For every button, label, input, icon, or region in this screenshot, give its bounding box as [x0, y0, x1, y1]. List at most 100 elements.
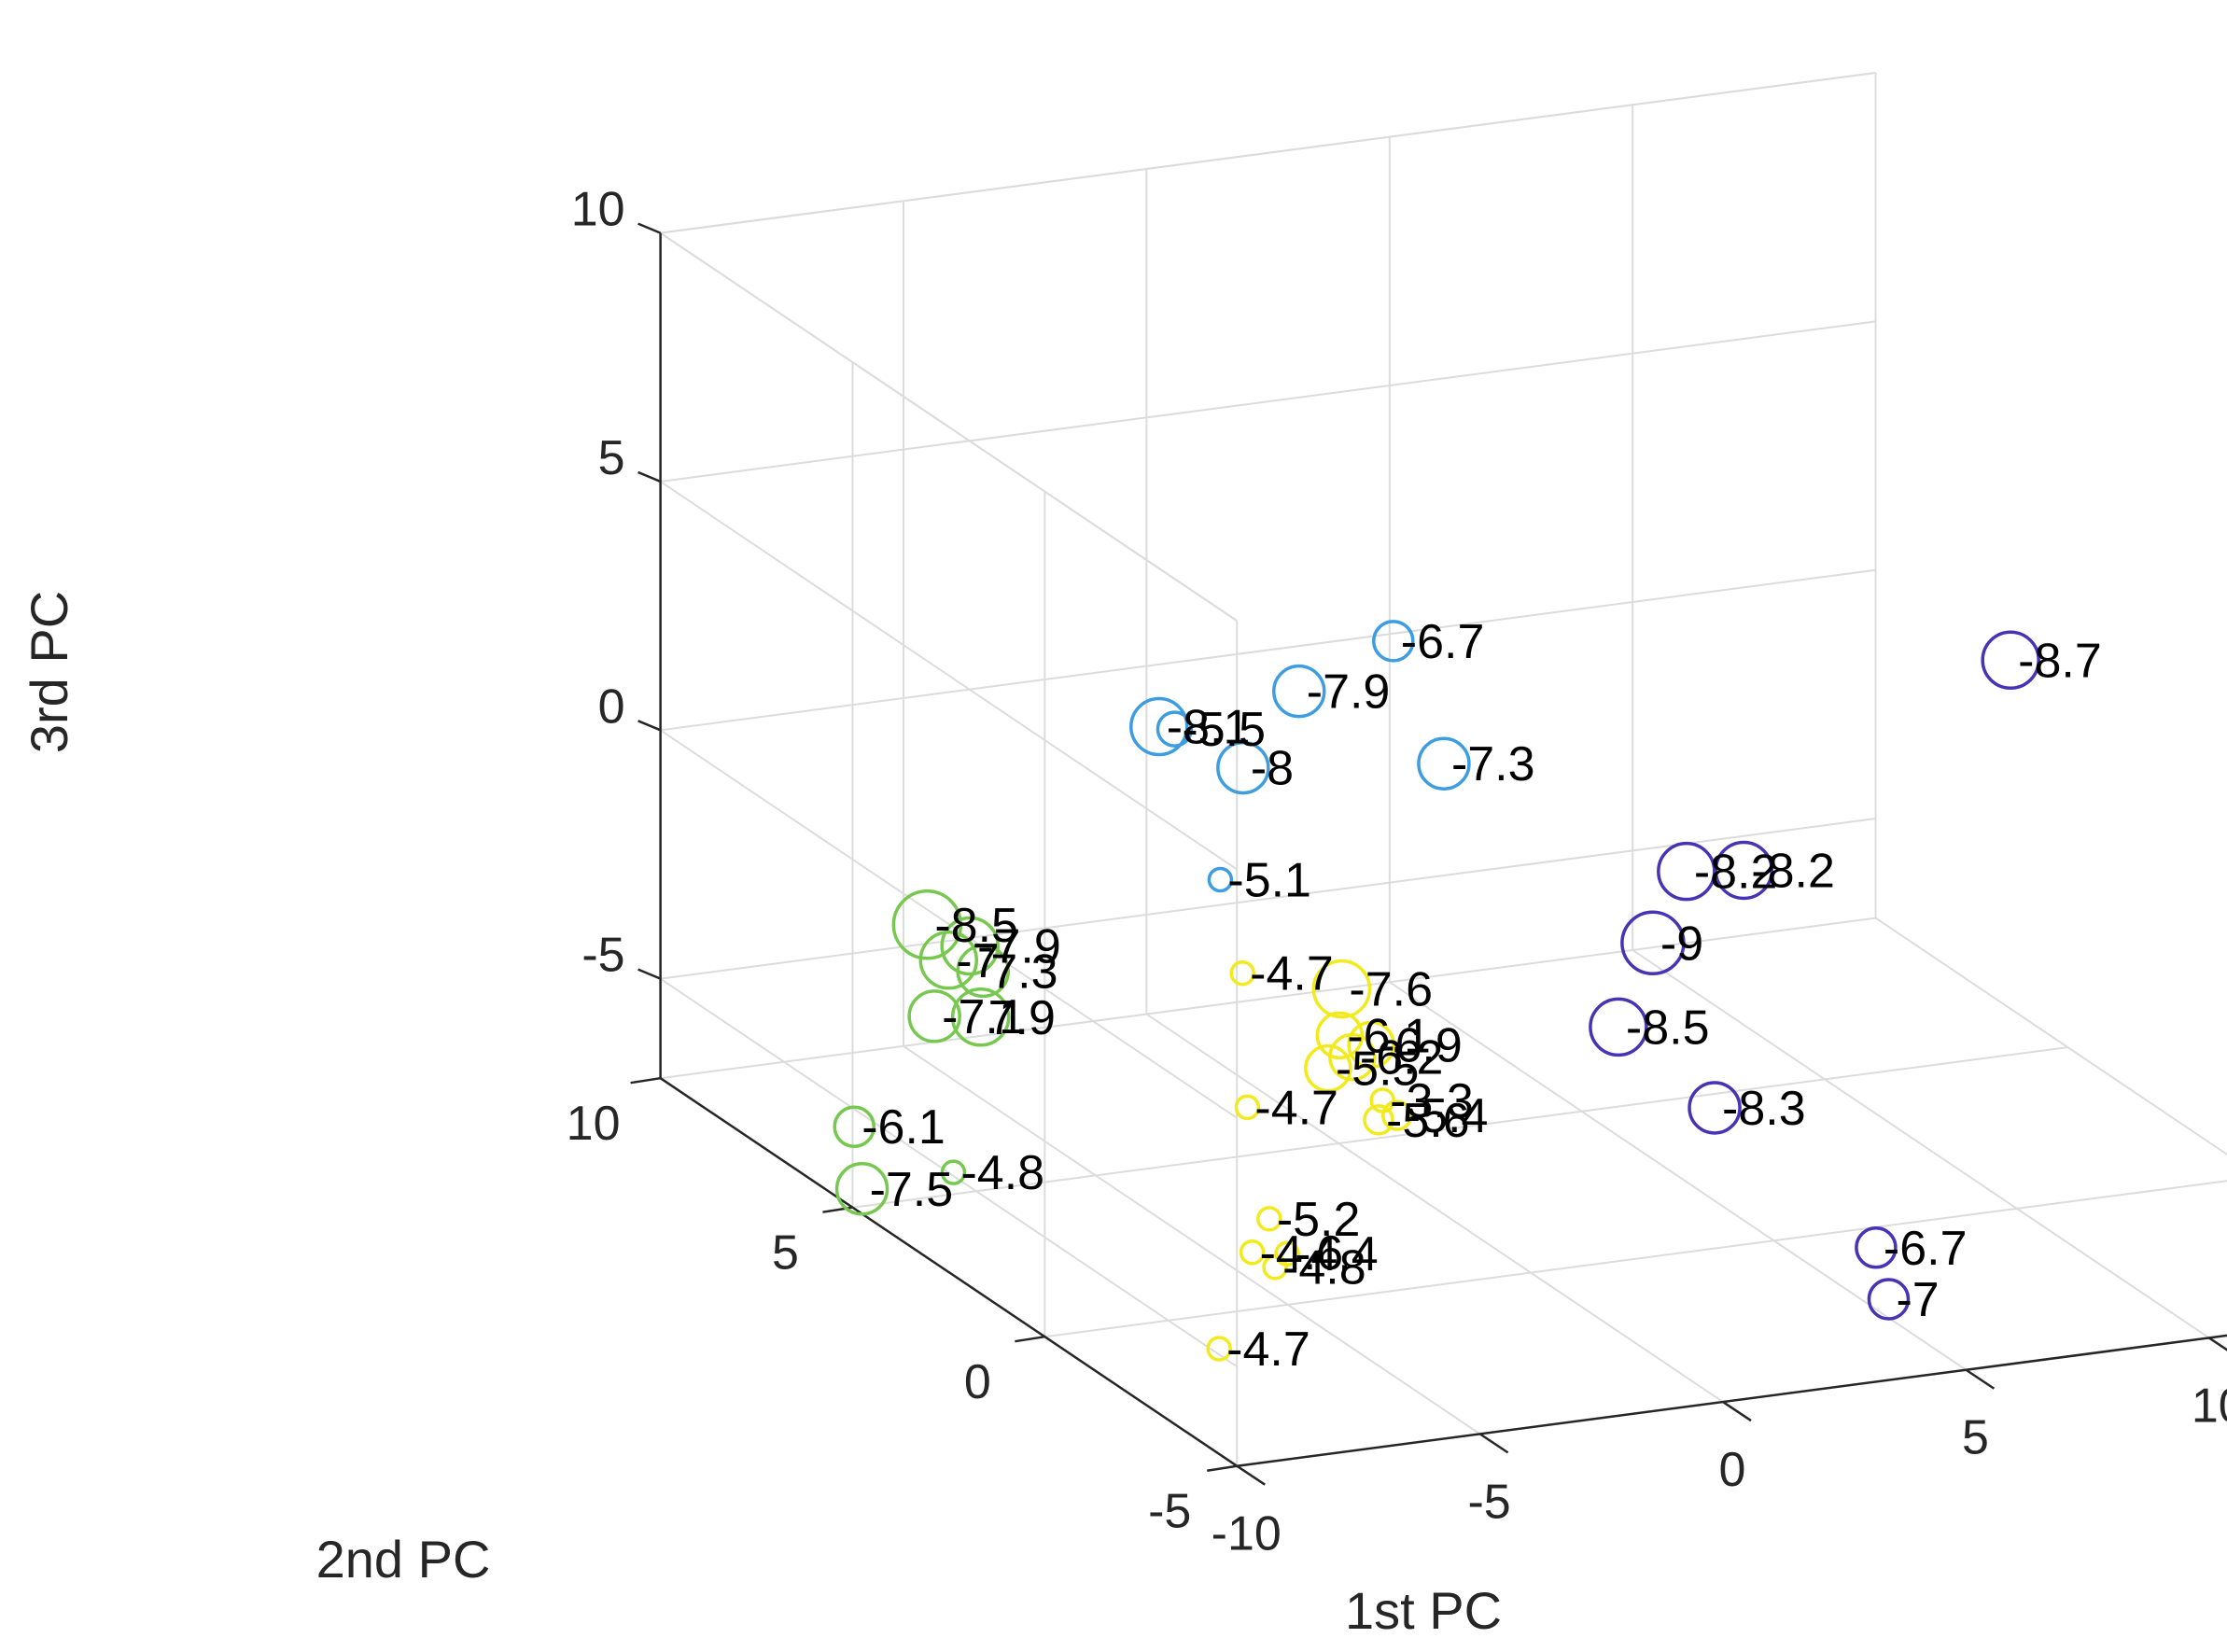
data-point-purple — [1620, 910, 1686, 976]
grid-line — [660, 729, 1238, 1119]
y-tick-label: 5 — [772, 1226, 799, 1281]
data-label: -8.2 — [1751, 844, 1835, 898]
x-axis-line — [1237, 1334, 2227, 1467]
data-point-yellow — [1363, 1104, 1394, 1136]
data-label: -8.7 — [2018, 634, 2102, 688]
data-label: -4.4 — [1295, 1227, 1379, 1281]
data-label: -7 — [1896, 1273, 1939, 1327]
data-point-yellow — [1347, 1020, 1395, 1070]
grid-line — [660, 917, 1876, 1080]
x-axis-title: 1st PC — [1345, 1581, 1502, 1640]
data-labels: -8.5-7.9-77.3-7.17.9-6.1-7.5 -4.8-8.1-5.5… — [861, 615, 2102, 1377]
data-point-cyan — [1207, 866, 1234, 893]
data-label: -7.9 — [1307, 665, 1391, 720]
y-axis-title: 2nd PC — [316, 1530, 491, 1589]
data-label: -8.1 — [1167, 701, 1251, 755]
data-label: -4.6 — [1260, 1226, 1344, 1281]
data-label: -8.3 — [1722, 1082, 1806, 1136]
data-label: -7.1 — [942, 990, 1026, 1044]
data-label: -9 — [1660, 917, 1703, 971]
z-tick — [637, 720, 662, 732]
x-tick-label: 0 — [1719, 1443, 1746, 1497]
data-point-green — [833, 1105, 875, 1148]
y-tick — [630, 1076, 661, 1085]
grid-line — [660, 568, 1876, 732]
data-label: -5.5 — [1182, 703, 1266, 757]
data-label: -8.5 — [934, 899, 1018, 953]
data-point-cyan — [1417, 736, 1471, 791]
data-point-cyan — [1156, 710, 1194, 748]
data-point-cyan — [1272, 664, 1326, 719]
data-label: -6.7 — [1884, 1222, 1968, 1276]
data-label: -3.3 — [1390, 1074, 1474, 1128]
data-point-yellow — [1381, 1099, 1413, 1131]
data-label: -4.8 — [960, 1146, 1044, 1200]
data-label: -7.9 — [977, 920, 1061, 974]
data-label: 7.3 — [990, 945, 1057, 999]
data-point-green — [918, 931, 979, 990]
data-label: -4.7 — [1226, 1323, 1310, 1377]
x-tick — [1965, 1368, 1996, 1390]
data-label: -6.1 — [861, 1100, 945, 1155]
y-tick — [1207, 1464, 1238, 1472]
grid-line — [1044, 1180, 2227, 1338]
data-point-green — [956, 944, 1010, 999]
data-label: -5.2 — [1277, 1193, 1361, 1247]
y-axis-line — [659, 1077, 1238, 1467]
grid-line — [1145, 1013, 1724, 1403]
y-tick — [1015, 1335, 1045, 1343]
z-tick-label: -5 — [581, 929, 624, 983]
data-point-yellow — [1256, 1206, 1282, 1232]
data-label: -6.1 — [1347, 1009, 1431, 1063]
y-tick-label: 10 — [567, 1097, 621, 1151]
data-point-purple — [1688, 1081, 1742, 1135]
data-label: 7.9 — [988, 991, 1056, 1045]
data-point-yellow — [1262, 1253, 1288, 1281]
x-tick — [1236, 1464, 1266, 1486]
grid-line — [1875, 917, 2227, 1156]
data-label: -5.1 — [1227, 853, 1311, 907]
data-point-yellow — [1229, 959, 1255, 987]
data-label: -7.6 — [1349, 963, 1433, 1017]
z-tick-label: 10 — [571, 183, 625, 237]
z-axis-title: 3rd PC — [20, 591, 78, 753]
data-label: -7 — [956, 934, 999, 988]
grid-lines — [659, 72, 2227, 1467]
data-point-green — [834, 1162, 889, 1216]
data-label: -5.5 — [1336, 1043, 1420, 1097]
data-label: -6.7 — [1401, 615, 1485, 669]
grid-line — [660, 231, 1238, 622]
data-point-purple — [1981, 630, 2040, 691]
data-point-green — [940, 1159, 967, 1185]
y-tick-label: 0 — [964, 1355, 991, 1409]
grid-line — [660, 977, 1238, 1367]
x-tick — [1478, 1433, 1509, 1454]
data-label: -5.6 — [1386, 1094, 1470, 1148]
grid-line — [1632, 949, 2210, 1339]
data-point-yellow — [1234, 1094, 1261, 1121]
data-label: -4.7 — [1250, 947, 1334, 1001]
data-point-yellow — [1239, 1239, 1266, 1266]
data-point-cyan — [1372, 620, 1415, 663]
data-label: -6.9 — [1379, 1018, 1463, 1072]
z-tick-label: 0 — [598, 679, 625, 734]
y-tick-label: -5 — [1148, 1485, 1191, 1539]
grid-line — [1237, 1334, 2227, 1467]
data-label: -8 — [1251, 742, 1294, 796]
data-point-green — [950, 987, 1011, 1047]
data-label: -4.8 — [1282, 1241, 1366, 1295]
grid-line — [660, 72, 1876, 234]
data-point-yellow — [1311, 959, 1372, 1019]
data-points — [833, 620, 2040, 1362]
data-label: -8.5 — [1626, 1001, 1710, 1055]
data-point-yellow — [1304, 1043, 1352, 1093]
data-point-purple — [1867, 1278, 1911, 1321]
data-label: -7.5 — [870, 1163, 954, 1217]
z-tick-label: 5 — [598, 431, 625, 485]
data-label: -8.2 — [1694, 846, 1778, 900]
z-tick — [637, 470, 662, 483]
data-point-yellow — [1206, 1336, 1232, 1362]
data-point-purple — [1714, 840, 1774, 901]
